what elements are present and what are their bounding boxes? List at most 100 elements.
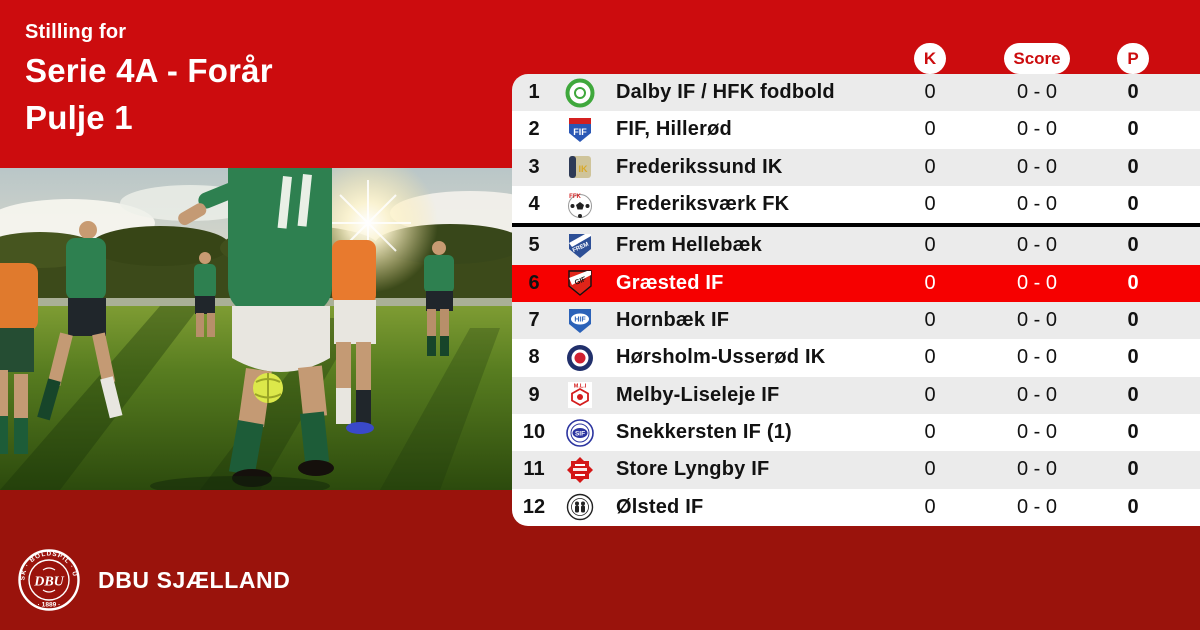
column-header-score-label: Score [1013,48,1061,68]
points-value: 0 [1127,193,1139,216]
matches-count: 0 [924,271,936,294]
points-value: 0 [1127,495,1139,518]
club-name: Frederiksværk FK [616,193,790,216]
crest-year: · 1889 · [38,602,61,609]
position-number: 7 [528,309,540,332]
club-logo-icon [567,344,593,371]
score-value: 0 - 0 [1016,346,1058,369]
club-name: Snekkersten IF (1) [616,421,792,444]
matches-count: 0 [924,155,936,178]
position-number: 5 [528,234,540,257]
club-logo [556,455,604,485]
club-logo: SIF [556,418,604,448]
brand-name: DBU SJÆLLAND [98,566,291,593]
matches-count: 0 [924,383,936,406]
club-logo-icon: GIF [568,270,592,297]
standings-row: 5 FREM Frem Hellebæk 0 0 - 0 0 [512,227,1200,265]
club-name: Hornbæk IF [616,309,730,332]
score-value: 0 - 0 [1016,309,1058,332]
points-value: 0 [1127,234,1139,257]
standings-row: 7 HIF Hornbæk IF 0 0 - 0 0 [512,301,1200,340]
svg-text:IK: IK [579,164,589,174]
page-title-line2: Pulje 1 [25,99,133,136]
standings-row: 3 IK Frederikssund IK 0 0 - 0 0 [512,148,1200,186]
dbu-crest-logo: DANSK · BOLDSPIL · UNION · 1889 · DBU [17,548,80,611]
standings-row: 12 Ølsted IF 0 0 - 0 0 [512,488,1200,526]
score-value: 0 - 0 [1016,458,1058,481]
title-block: Stilling for Serie 4A - Forår Pulje 1 [25,21,273,141]
club-name: Hørsholm-Usserød IK [616,346,826,369]
club-logo [556,78,604,108]
hero-photo [0,168,512,490]
score-value: 0 - 0 [1016,271,1058,294]
club-name: Frederikssund IK [616,155,783,178]
club-logo: HIF [556,306,604,336]
points-value: 0 [1127,81,1139,104]
club-name: Dalby IF / HFK fodbold [616,81,835,104]
position-number: 2 [528,118,540,141]
club-logo: IK [556,152,604,182]
matches-count: 0 [924,234,936,257]
matches-count: 0 [924,309,936,332]
club-name: Frem Hellebæk [616,234,762,257]
soccer-ball [253,373,283,403]
matches-count: 0 [924,458,936,481]
score-value: 0 - 0 [1016,421,1058,444]
matches-count: 0 [924,346,936,369]
position-number: 1 [528,81,540,104]
player-figure [0,263,38,454]
score-value: 0 - 0 [1016,193,1058,216]
standings-row: 1 Dalby IF / HFK fodbold 0 0 - 0 0 [512,74,1200,112]
column-header-points: P [1117,43,1149,74]
club-logo: M.L.I [556,380,604,410]
position-number: 10 [522,421,546,444]
player-figure [332,240,376,434]
player-figure [194,252,216,337]
svg-text:GIF: GIF [574,276,588,287]
club-logo: FFK [556,190,604,220]
club-logo-icon: IK [569,156,591,179]
standings-row: 8 Hørsholm-Usserød IK 0 0 - 0 0 [512,339,1200,377]
column-header-points-label: P [1127,48,1139,68]
standings-row: 10 SIF Snekkersten IF (1) 0 0 - 0 0 [512,413,1200,452]
standings-row: 9 M.L.I Melby-Liseleje IF 0 0 - 0 0 [512,376,1200,414]
score-value: 0 - 0 [1016,234,1058,257]
club-logo-icon: SIF [566,418,594,447]
club-logo-icon: FREM [569,233,591,258]
position-number: 3 [528,155,540,178]
club-logo [556,492,604,522]
matches-count: 0 [924,81,936,104]
score-value: 0 - 0 [1016,383,1058,406]
group-divider [512,223,1200,228]
club-name: FIF, Hillerød [616,118,732,141]
eyebrow: Stilling for [25,21,127,43]
svg-text:FFK: FFK [569,194,581,200]
position-number: 8 [528,346,540,369]
club-logo-icon: HIF [569,308,591,333]
svg-text:FIF: FIF [573,127,587,137]
standings-table: 1 Dalby IF / HFK fodbold 0 0 - 0 0 2 FIF FIF, H… [512,74,1200,526]
standings-row: 4 FFK Frederiksværk FK 0 0 - 0 0 [512,185,1200,224]
club-name: Melby-Liseleje IF [616,383,780,406]
score-value: 0 - 0 [1016,495,1058,518]
points-value: 0 [1127,118,1139,141]
club-logo: FREM [556,231,604,261]
club-name: Ølsted IF [616,495,704,518]
points-value: 0 [1127,346,1139,369]
standings-row: 11 Store Lyngby IF 0 0 - 0 0 [512,451,1200,489]
club-logo: FIF [556,115,604,145]
player-figure [37,221,123,421]
soccer-scene [0,168,512,490]
position-number: 12 [522,495,546,518]
position-number: 4 [528,193,540,216]
club-name: Græsted IF [616,271,724,294]
score-value: 0 - 0 [1016,118,1058,141]
footer: DANSK · BOLDSPIL · UNION · 1889 · DBU DB… [17,548,290,612]
column-header-matches: K [914,43,946,74]
points-value: 0 [1127,421,1139,444]
club-name: Store Lyngby IF [616,458,770,481]
club-logo [556,343,604,373]
column-header-score: Score [1004,43,1070,74]
svg-text:SIF: SIF [575,430,585,437]
